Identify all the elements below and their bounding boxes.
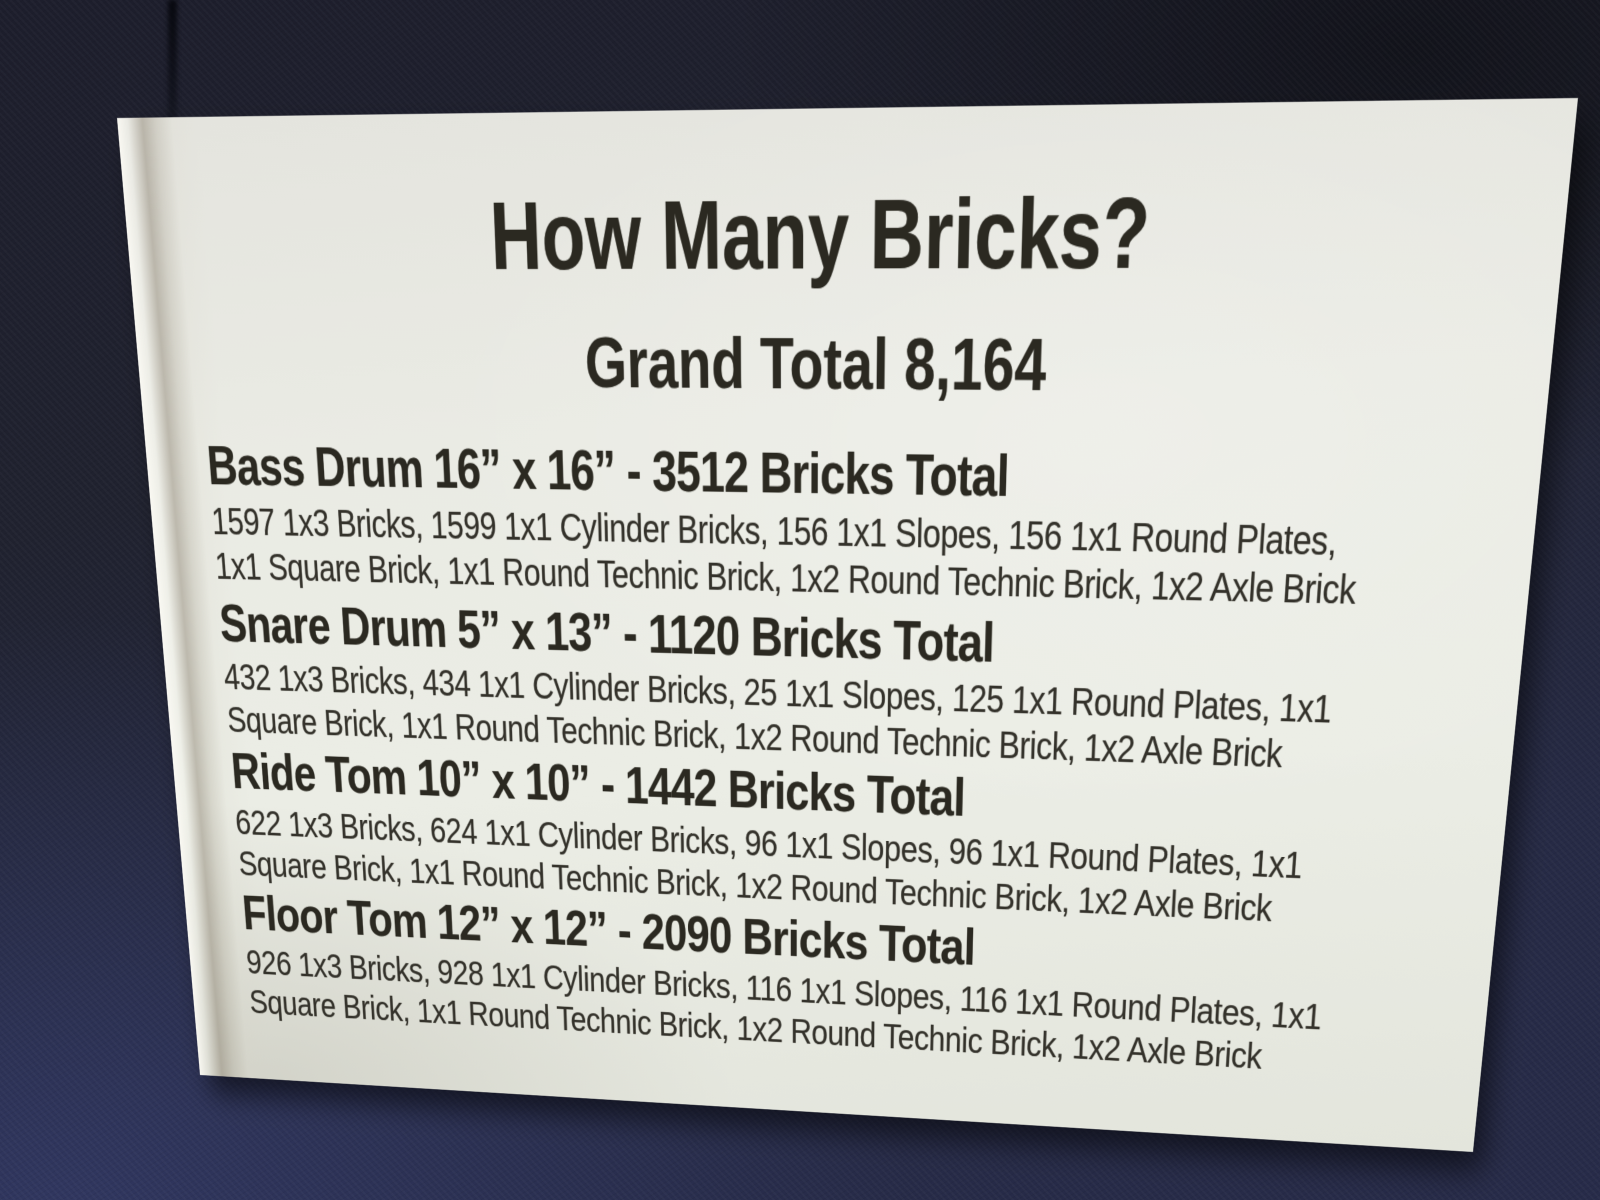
section-bass-drum: Bass Drum 16” x 16” - 3512 Bricks Total …: [205, 435, 1477, 616]
wall-seam-shadow: [168, 0, 177, 150]
placard-content: How Many Bricks? Grand Total 8,164 Bass …: [117, 98, 1578, 1152]
grand-total-line: Grand Total 8,164: [583, 323, 1048, 406]
placard-title: How Many Bricks?: [488, 178, 1153, 290]
brick-count-placard: How Many Bricks? Grand Total 8,164 Bass …: [117, 97, 1578, 1152]
